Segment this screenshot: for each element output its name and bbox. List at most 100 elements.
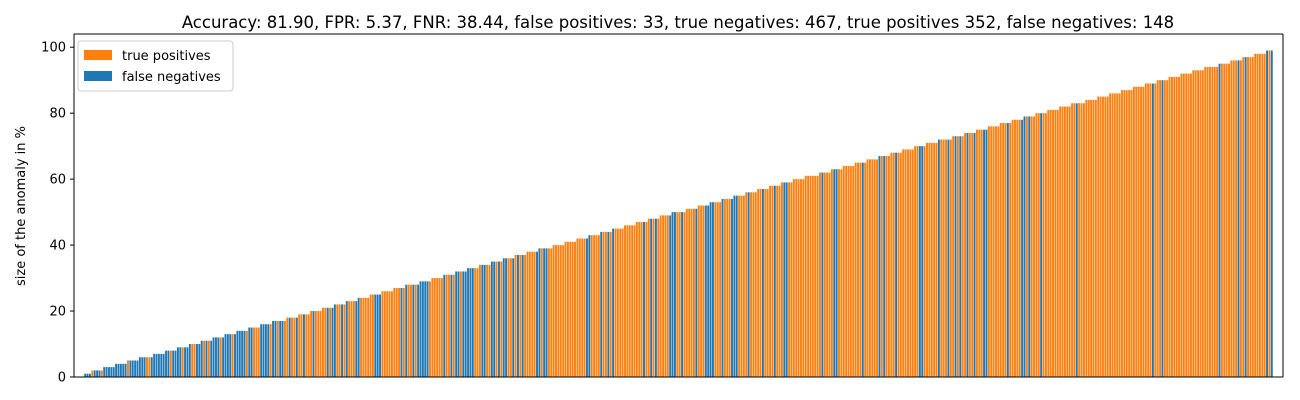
bar-false-negative — [376, 294, 379, 377]
bar-true-positive — [1109, 93, 1112, 378]
bar-true-positive — [391, 291, 393, 377]
bar-true-positive — [1263, 53, 1266, 377]
bar-false-negative — [490, 261, 493, 377]
bar-true-positive — [1159, 80, 1161, 378]
y-ticks-group: 0 20 40 60 80 100 — [41, 41, 74, 386]
bar-true-positive — [971, 132, 974, 377]
bar-false-negative — [212, 337, 215, 377]
bar-false-negative — [1237, 60, 1240, 377]
legend-swatch-true-positives — [84, 50, 112, 60]
bar-true-positive — [1092, 99, 1095, 378]
bar-false-negative — [673, 212, 676, 377]
bar-true-positive — [476, 268, 479, 377]
bar-true-positive — [1213, 66, 1216, 377]
bar-true-positive — [666, 215, 669, 377]
bar-true-positive — [830, 169, 833, 377]
bar-true-positive — [552, 245, 555, 377]
bar-false-negative — [704, 205, 707, 377]
bar-true-positive — [780, 182, 783, 377]
bar-true-positive — [1147, 83, 1150, 377]
bar-true-positive — [383, 291, 386, 377]
bar-true-positive — [1080, 103, 1083, 377]
bar-false-negative — [405, 284, 408, 377]
bar-true-positive — [683, 212, 686, 377]
bar-true-positive — [1116, 93, 1119, 378]
bar-false-negative — [260, 324, 263, 377]
bar-true-positive — [1113, 93, 1116, 378]
bar-false-negative — [681, 212, 684, 377]
bar-false-negative — [731, 198, 733, 377]
bar-true-positive — [1123, 90, 1126, 377]
bar-false-negative — [188, 344, 191, 377]
bar-false-negative — [303, 314, 305, 377]
bar-true-positive — [926, 142, 928, 377]
bar-true-positive — [605, 231, 607, 377]
bar-true-positive — [276, 320, 279, 377]
bar-false-negative — [671, 212, 674, 377]
bar-false-negative — [167, 350, 170, 377]
bar-true-positive — [690, 208, 693, 377]
bar-true-positive — [1211, 66, 1214, 377]
bar-false-negative — [833, 169, 836, 377]
bar-true-positive — [1035, 113, 1038, 378]
bar-false-negative — [650, 218, 653, 377]
bar-true-positive — [1154, 83, 1157, 377]
bar-false-negative — [184, 347, 187, 377]
bar-true-positive — [852, 165, 855, 377]
bar-false-negative — [112, 367, 115, 377]
bars-group — [84, 50, 1273, 378]
bar-true-positive — [930, 142, 933, 377]
bar-true-positive — [1033, 116, 1035, 377]
bar-true-positive — [1078, 103, 1081, 377]
bar-true-positive — [310, 311, 313, 377]
bar-true-positive — [393, 287, 396, 377]
bar-false-negative — [1028, 116, 1031, 377]
bar-true-positive — [1094, 99, 1097, 378]
bar-false-negative — [124, 363, 127, 377]
bar-false-negative — [707, 205, 710, 377]
bar-true-positive — [788, 182, 791, 377]
bar-true-positive — [395, 287, 398, 377]
bar-true-positive — [726, 198, 729, 377]
bar-false-negative — [226, 334, 229, 378]
bar-true-positive — [509, 258, 512, 377]
bar-false-negative — [86, 373, 89, 377]
bar-true-positive — [752, 192, 755, 377]
bar-true-positive — [723, 198, 726, 377]
bar-true-positive — [823, 172, 826, 377]
y-tick-label: 80 — [49, 107, 66, 122]
bar-false-negative — [96, 370, 99, 377]
bar-true-positive — [1047, 109, 1050, 378]
bar-true-positive — [628, 225, 631, 377]
bar-true-positive — [100, 370, 103, 377]
bar-true-positive — [431, 278, 434, 377]
bar-true-positive — [440, 278, 443, 377]
bar-true-positive — [859, 162, 862, 378]
bar-true-positive — [1016, 119, 1019, 377]
bar-true-positive — [754, 192, 757, 377]
bar-false-negative — [785, 182, 788, 377]
bar-true-positive — [928, 142, 931, 377]
bar-true-positive — [203, 340, 206, 377]
bar-true-positive — [1220, 63, 1223, 378]
bar-true-positive — [459, 271, 462, 377]
bar-true-positive — [685, 208, 688, 377]
bar-false-negative — [424, 281, 427, 377]
bar-true-positive — [1056, 109, 1059, 378]
bar-true-positive — [1130, 90, 1133, 377]
bar-true-positive — [1102, 96, 1104, 377]
bar-true-positive — [1268, 50, 1271, 378]
bar-true-positive — [571, 241, 574, 377]
bar-false-negative — [543, 248, 546, 378]
bar-true-positive — [336, 304, 339, 377]
bar-true-positive — [1121, 90, 1123, 377]
bar-false-negative — [471, 268, 474, 377]
bar-true-positive — [626, 225, 629, 377]
bar-true-positive — [1068, 106, 1071, 377]
bar-true-positive — [362, 297, 365, 377]
bar-true-positive — [750, 192, 752, 377]
bar-false-negative — [1270, 50, 1273, 378]
bar-true-positive — [942, 139, 945, 377]
bar-true-positive — [771, 185, 774, 377]
bar-false-negative — [835, 169, 838, 377]
